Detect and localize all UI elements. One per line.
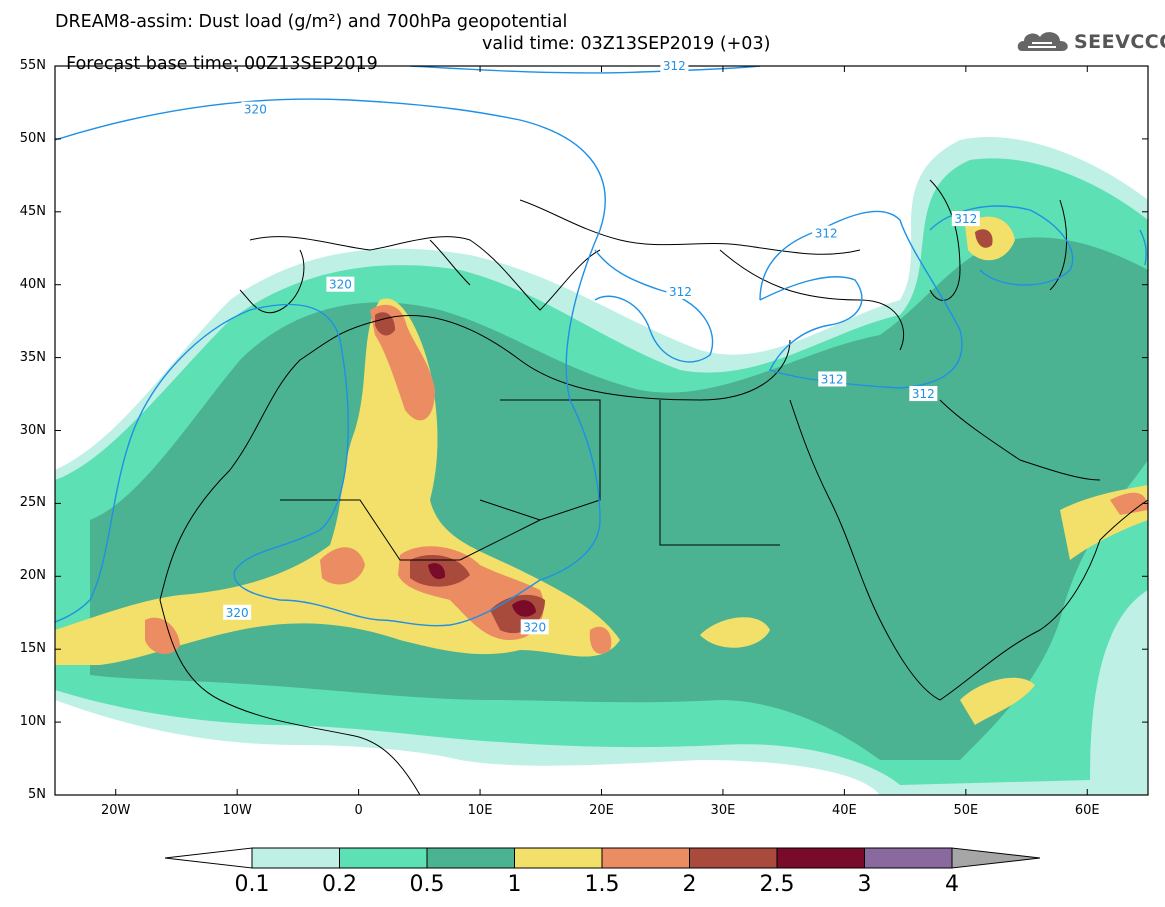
colorbar-under-arrow (164, 847, 253, 869)
svg-text:320: 320 (523, 620, 546, 634)
forecast-base-time: Forecast base time: 00Z13SEP2019 valid t… (55, 34, 770, 94)
colorbar-over-arrow (951, 847, 1041, 869)
lat-label: 5N (28, 787, 46, 802)
colorbar (164, 847, 1041, 869)
dust-level-0.5 (90, 237, 1148, 760)
colorbar-segment (776, 847, 865, 869)
contour-label: 312 (951, 211, 980, 227)
colorbar-label: 0.5 (409, 872, 445, 897)
colorbar-segment (601, 847, 690, 869)
lon-label: 30E (710, 803, 736, 818)
seevccc-logo: SEEVCCC (1016, 27, 1165, 57)
colorbar-segment (339, 847, 428, 869)
lat-label: 10N (19, 714, 46, 730)
contour-label: 312 (909, 386, 938, 402)
dust-level-2.5-b (512, 600, 536, 617)
svg-text:320: 320 (244, 103, 267, 117)
contour-label: 312 (818, 371, 847, 387)
contour-labels: 312 320 320 312 312 312 312 312 320 320 (223, 58, 980, 635)
dust-level-2 (375, 312, 395, 336)
contour-label: 320 (241, 101, 270, 117)
dust-level-1.5-b (320, 547, 365, 585)
svg-text:320: 320 (329, 278, 352, 292)
colorbar-segment (426, 847, 515, 869)
svg-text:312: 312 (954, 212, 977, 226)
contour-label: 312 (660, 58, 689, 73)
dust-level-1.5-d (145, 617, 180, 655)
colorbar-label: 2.5 (759, 872, 795, 897)
lat-label: 25N (19, 495, 46, 511)
lat-label: 35N (19, 349, 46, 365)
base-time: Forecast base time: 00Z13SEP2019 (66, 54, 378, 74)
lon-label: 10E (467, 803, 493, 818)
axis-ticks (55, 65, 1148, 796)
svg-text:312: 312 (912, 387, 935, 401)
valid-time: valid time: 03Z13SEP2019 (+03) (482, 34, 771, 54)
svg-text:312: 312 (669, 285, 692, 299)
lat-label: 55N (19, 58, 46, 73)
lat-label: 15N (19, 641, 46, 657)
cloud-logo-icon (1017, 32, 1068, 51)
colorbar-label: 3 (857, 872, 872, 897)
lat-label: 45N (19, 203, 46, 219)
lat-label: 20N (19, 568, 46, 584)
colorbar-label: 0.2 (322, 872, 357, 897)
svg-text:312: 312 (815, 227, 838, 241)
colorbar-segment (864, 847, 953, 869)
colorbar-label: 1.5 (584, 872, 620, 897)
dust-field (55, 66, 1148, 795)
contour-label: 312 (812, 225, 841, 241)
colorbar-segment (689, 847, 778, 869)
lon-label: 20W (101, 803, 131, 818)
dust-level-1.5-f (1110, 492, 1148, 515)
svg-text:312: 312 (663, 59, 686, 73)
lon-label: 60E (1074, 803, 1100, 818)
lon-label: 0 (354, 803, 363, 818)
lon-label: 40E (831, 803, 857, 818)
logo-text: SEEVCCC (1074, 31, 1165, 53)
dust-level-1-east (700, 617, 770, 648)
contour-label: 320 (520, 619, 549, 635)
dust-level-1-arabia (960, 677, 1035, 725)
contour-label: 312 (666, 283, 695, 299)
colorbar-segment (514, 847, 603, 869)
dust-level-1.5-e (589, 626, 612, 654)
lat-label: 50N (19, 130, 46, 146)
svg-text:312: 312 (821, 372, 844, 386)
colorbar-label: 0.1 (234, 872, 270, 897)
lon-label: 10W (222, 803, 252, 818)
lat-label: 40N (19, 276, 46, 292)
lon-label: 50E (953, 803, 979, 818)
dust-level-2.5 (428, 563, 446, 580)
contour-label: 320 (326, 276, 355, 292)
dust-level-2-d (975, 229, 993, 248)
lon-label: 20E (589, 803, 614, 818)
colorbar-label: 1 (507, 872, 522, 897)
svg-text:320: 320 (226, 606, 249, 620)
lat-label: 30N (19, 422, 46, 438)
contour-label: 320 (223, 604, 252, 620)
geopotential-contours (55, 66, 1147, 627)
colorbar-label: 2 (682, 872, 697, 897)
coastlines (159, 179, 1148, 795)
map-title: DREAM8-assim: Dust load (g/m²) and 700hP… (55, 12, 568, 32)
colorbar-segment (251, 847, 340, 869)
colorbar-label: 4 (945, 872, 959, 897)
